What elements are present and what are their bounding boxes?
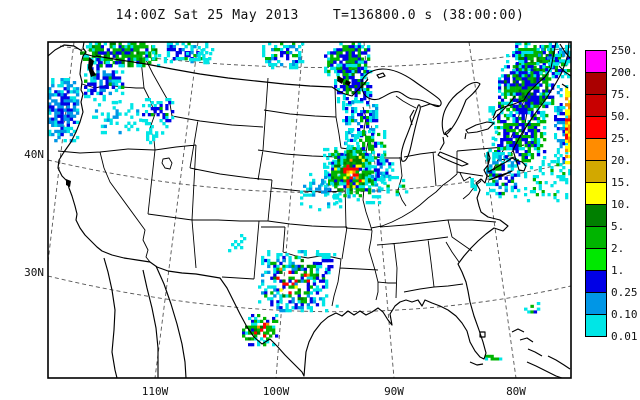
colorbar-label-75_: 75. [611,88,631,101]
colorbar-label-1_: 1. [611,264,625,277]
green-bay [409,109,415,126]
lon-label-80w: 80W [506,385,526,398]
colorbar-cell-9 [585,248,607,271]
bahamas-cuba [511,328,571,378]
niagara [464,132,467,140]
title-forecast-time: T=136800.0 s (38:00:00) [332,8,525,23]
florida-keys [469,361,484,366]
colorbar-cell-4 [585,138,607,161]
saginaw-bay [444,127,452,138]
canada-border-west [95,55,369,97]
mexico-mainland-coast [155,265,187,378]
plot-title: 14:00Z Sat 25 May 2013 T=136800.0 s (38:0… [0,8,640,23]
st-lawrence [492,95,516,121]
map-frame [47,41,572,379]
lat-label-40n: 40N [24,148,44,161]
water-fills [66,57,351,187]
colorbar-cell-7 [585,204,607,227]
lake-superior [361,68,442,107]
sf-bay [66,179,71,187]
colorbar-cell-0 [585,50,607,73]
border-lakes [337,76,351,86]
detroit-river [439,136,445,151]
colorbar-label-25_: 25. [611,132,631,145]
colorbar-label-250_: 250. [611,44,638,57]
colorbar-label-20_: 20. [611,154,631,167]
colorbar-label-10_: 10. [611,198,631,211]
colorbar-cell-6 [585,182,607,205]
title-datetime: 14:00Z Sat 25 May 2013 [115,8,299,23]
graticule [48,42,571,378]
colorbar-label-0_10: 0.10 [611,308,638,321]
colorbar-cell-11 [585,292,607,315]
puget-sound [88,57,96,77]
colorbar-cell-10 [585,270,607,293]
colorbar-label-200_: 200. [611,66,638,79]
colorbar-label-2_: 2. [611,242,625,255]
parallel-50n [59,45,567,68]
colorbar-label-0_25: 0.25 [611,286,638,299]
colorbar-cell-3 [585,116,607,139]
colorbar-cell-1 [585,72,607,95]
lake-ontario [465,121,495,134]
colorbar-label-50_: 50. [611,110,631,123]
gulf-of-california-west [142,269,159,378]
lake-huron [441,81,481,136]
canada-border-east [492,42,557,119]
colorbar-cell-8 [585,226,607,249]
meridian-100w [275,42,304,378]
pacific-gulf-atlantic-coast [57,42,570,377]
vancouver-island [48,44,83,57]
colorbar-label-5_: 5. [611,220,625,233]
meridian-110w [154,42,199,378]
colorbar-cell-12 [585,314,607,337]
baja-outer-coast [103,257,118,378]
colorbar-cell-2 [585,94,607,117]
long-island [488,170,513,181]
great-lakes [361,68,495,167]
isle-royale [376,72,386,79]
parallel-30n [48,275,571,313]
precipitation-layer [48,42,571,361]
colorbar-cell-5 [585,160,607,183]
coastline [48,42,571,378]
meridian-80w [468,42,517,378]
colorbar-label-0_01: 0.01 [611,330,638,343]
colorbar-label-15_: 15. [611,176,631,189]
lat-label-30n: 30N [24,266,44,279]
lon-label-90w: 90W [384,385,404,398]
nb-ns-coast [558,43,571,89]
lon-label-110w: 110W [141,385,169,398]
lake-erie [437,151,469,167]
lake-michigan [400,104,421,162]
mackinac-strait [420,103,441,108]
lake-okeechobee [479,331,486,338]
juan-de-fuca [84,53,97,58]
lon-label-100w: 100W [262,385,290,398]
